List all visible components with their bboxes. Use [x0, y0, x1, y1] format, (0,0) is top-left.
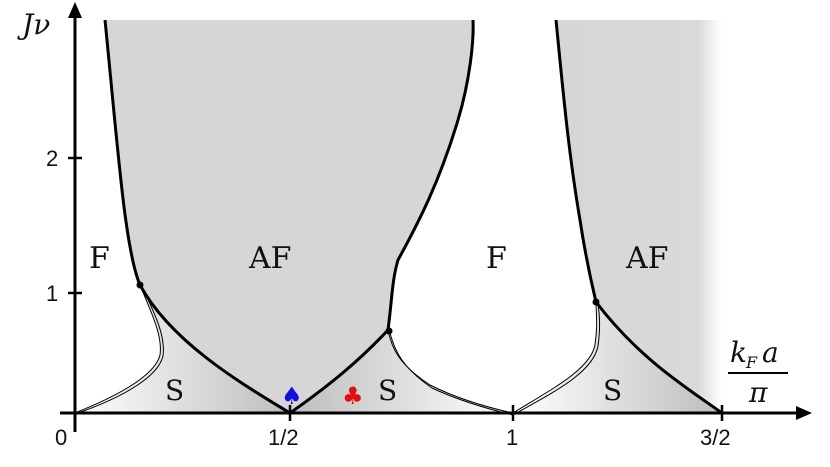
x-ticks [288, 405, 724, 421]
label-af-center: AF [248, 241, 291, 276]
boundary-af-f-middle [289, 19, 475, 415]
y-tick-2: 2 [46, 146, 58, 171]
triple-point-3 [592, 298, 600, 306]
label-s-3: S [603, 374, 622, 407]
spade-marker: ♠ [281, 382, 303, 410]
svg-text:F: F [745, 353, 758, 372]
s-region-2 [290, 330, 513, 413]
y-axis-title: Jν [17, 8, 50, 41]
x-axis-arrow [796, 406, 812, 420]
y-axis-arrow [68, 2, 82, 18]
svg-text:a: a [762, 336, 779, 369]
svg-text:k: k [730, 336, 747, 369]
label-s-2: S [378, 374, 397, 407]
x-tick-three-halves: 3/2 [700, 425, 731, 450]
label-f-middle: F [486, 241, 507, 276]
svg-text:π: π [748, 376, 768, 409]
triple-point-1 [136, 281, 144, 289]
boundary-f-af-right [554, 19, 723, 415]
triple-point-2 [385, 327, 393, 335]
af-region-center [105, 20, 474, 413]
label-s-1: S [165, 374, 184, 407]
label-af-right: AF [625, 241, 668, 276]
x-tick-half: 1/2 [268, 425, 299, 450]
label-f-left: F [89, 241, 110, 276]
x-axis-title: k F a π [728, 336, 788, 409]
x-tick-1: 1 [506, 425, 518, 450]
x-tick-0: 0 [55, 425, 67, 450]
s-region-1 [75, 285, 290, 413]
s-boundary-lines [74, 284, 601, 416]
club-marker: ♣ [342, 382, 364, 410]
y-ticks [68, 156, 82, 295]
s-region-3 [513, 302, 722, 413]
y-tick-1: 1 [46, 281, 58, 306]
af-region-right [556, 20, 722, 413]
